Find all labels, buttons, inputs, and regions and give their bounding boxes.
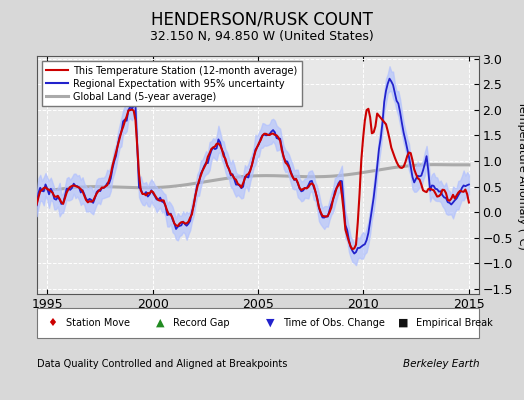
Text: Data Quality Controlled and Aligned at Breakpoints: Data Quality Controlled and Aligned at B… [37,359,287,369]
Text: ♦: ♦ [47,318,58,328]
Legend: This Temperature Station (12-month average), Regional Expectation with 95% uncer: This Temperature Station (12-month avera… [41,61,302,106]
Text: Time of Obs. Change: Time of Obs. Change [283,318,385,328]
Text: ■: ■ [398,318,409,328]
Text: Berkeley Earth: Berkeley Earth [403,359,479,369]
Text: 32.150 N, 94.850 W (United States): 32.150 N, 94.850 W (United States) [150,30,374,43]
Text: HENDERSON/RUSK COUNT: HENDERSON/RUSK COUNT [151,10,373,28]
Text: Record Gap: Record Gap [173,318,230,328]
Text: Station Move: Station Move [66,318,129,328]
Y-axis label: Temperature Anomaly (°C): Temperature Anomaly (°C) [517,101,524,249]
Text: ▲: ▲ [156,318,164,328]
Text: ▼: ▼ [266,318,274,328]
Text: Empirical Break: Empirical Break [416,318,492,328]
